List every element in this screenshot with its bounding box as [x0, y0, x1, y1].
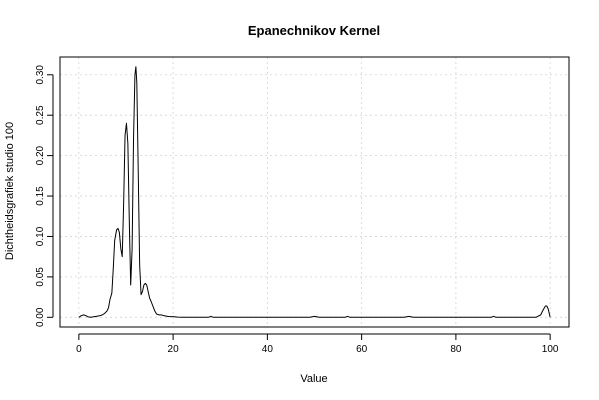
- y-tick-label-2: 0.10: [35, 226, 46, 246]
- y-axis-label: Dichtheidsgrafiek studio 100: [4, 122, 16, 260]
- y-axis: 0.00 0.05 0.10 0.15 0.20 0.25 0.30: [35, 65, 54, 327]
- x-tick-label-4: 80: [450, 344, 462, 355]
- x-axis: 0 20 40 60 80 100: [76, 333, 559, 355]
- x-tick-label-3: 60: [356, 344, 368, 355]
- x-tick-label-1: 20: [168, 344, 180, 355]
- y-tick-label-5: 0.25: [35, 105, 46, 125]
- grid: [60, 57, 569, 327]
- chart-title: Epanechnikov Kernel: [248, 23, 380, 38]
- y-tick-label-3: 0.15: [35, 186, 46, 206]
- y-tick-label-6: 0.30: [35, 65, 46, 85]
- plot-frame: [59, 56, 570, 328]
- x-axis-label: Value: [300, 373, 327, 385]
- y-tick-label-4: 0.20: [35, 145, 46, 165]
- density-line-0: [78, 66, 551, 318]
- x-tick-label-2: 40: [262, 344, 274, 355]
- y-tick-label-0: 0.00: [35, 307, 46, 327]
- curve-layer: [78, 66, 551, 318]
- x-tick-label-0: 0: [76, 344, 82, 355]
- x-tick-label-5: 100: [542, 344, 559, 355]
- y-tick-label-1: 0.05: [35, 267, 46, 287]
